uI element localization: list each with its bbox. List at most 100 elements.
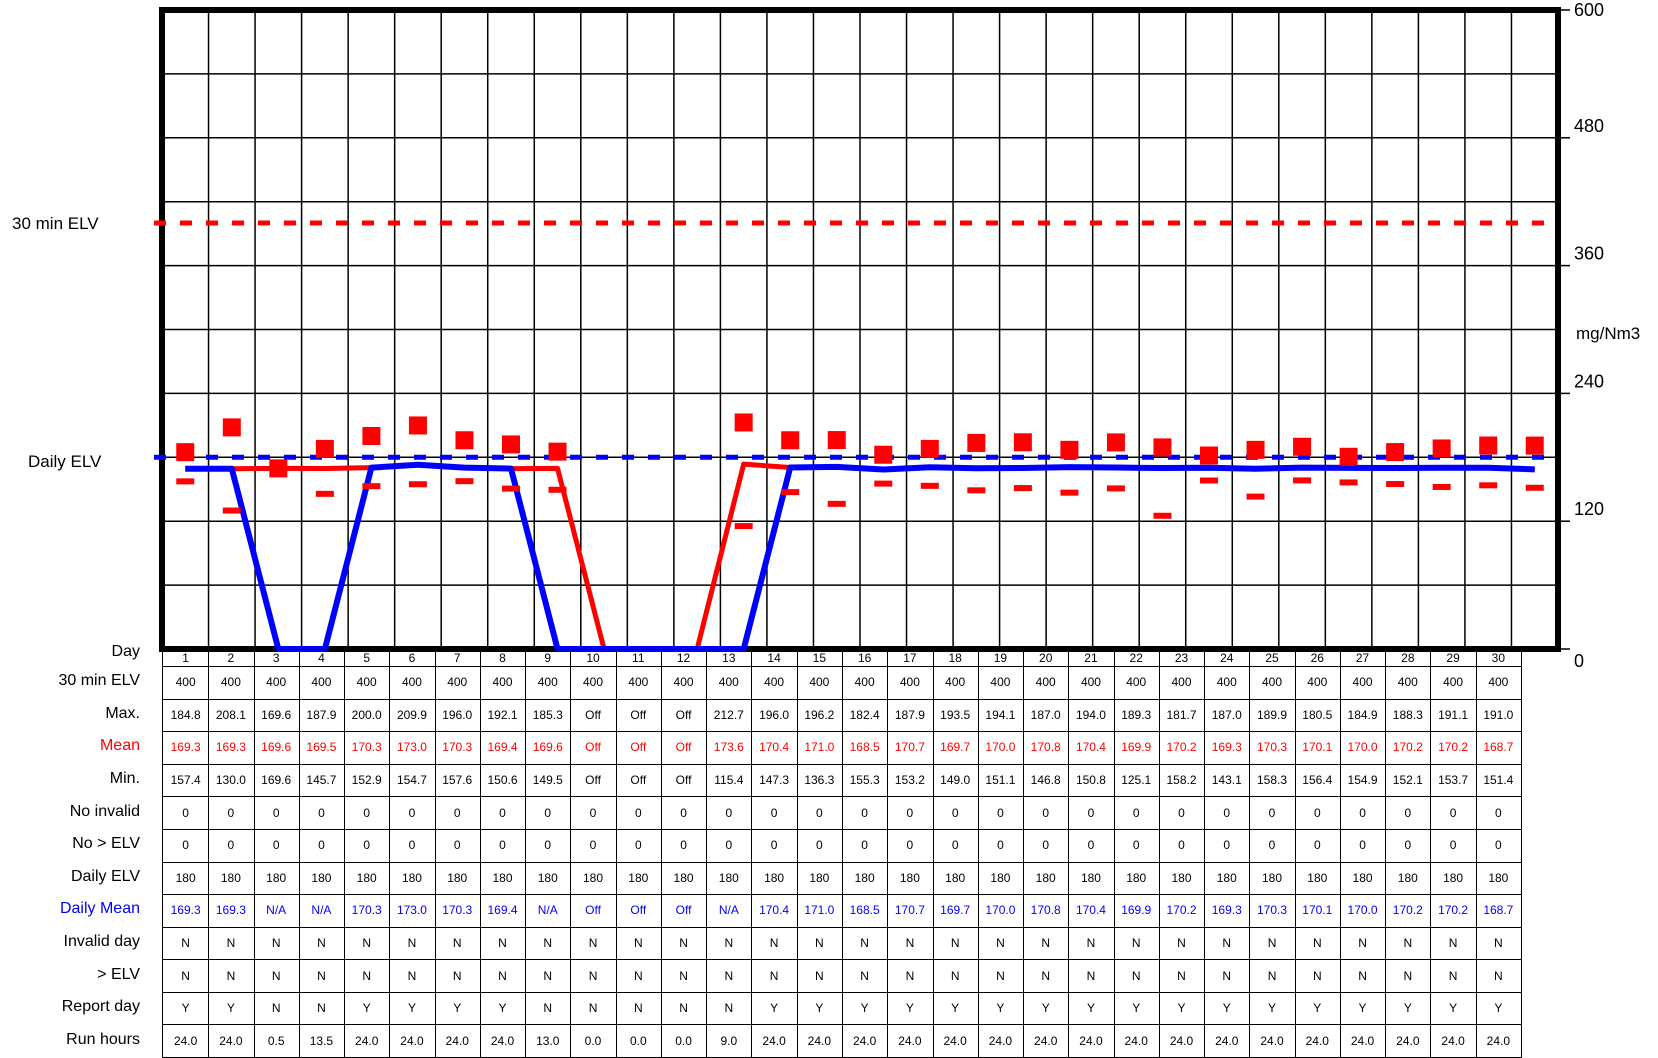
table-cell: 24.0 — [852, 1033, 877, 1048]
table-cell: 168.5 — [849, 740, 880, 755]
table-cell: 400 — [628, 675, 649, 690]
y-tick-label: 240 — [1574, 371, 1604, 391]
table-cell: 180 — [447, 870, 468, 885]
table-column-divider — [479, 650, 481, 1057]
table-cell: Y — [1449, 1001, 1458, 1016]
table-cell: 400 — [809, 675, 830, 690]
table-cell: 0 — [318, 805, 325, 820]
table-cell: 400 — [1307, 675, 1328, 690]
table-cell: 170.8 — [1030, 903, 1061, 918]
table-column-divider — [615, 650, 617, 1057]
table-cell: Y — [1358, 1001, 1367, 1016]
table-cell: N — [588, 968, 598, 983]
table-column-divider — [660, 650, 662, 1057]
day-number-cell: 14 — [767, 651, 781, 665]
table-cell: N — [633, 1001, 643, 1016]
min-marker — [920, 482, 939, 489]
table-cell: 0.0 — [629, 1033, 647, 1048]
table-cell: N — [1358, 968, 1367, 983]
table-cell: N/A — [718, 903, 739, 918]
table-cell: 168.7 — [1483, 740, 1514, 755]
table-cell: N — [724, 1001, 734, 1016]
table-cell: 0 — [499, 838, 506, 853]
table-cell: 180 — [220, 870, 241, 885]
table-cell: N — [226, 968, 236, 983]
table-cell: 24.0 — [445, 1033, 469, 1048]
table-cell: 169.6 — [261, 773, 292, 788]
table-cell: 400 — [990, 675, 1011, 690]
min-marker — [269, 465, 288, 472]
table-cell: N — [1131, 968, 1141, 983]
table-cell: 180 — [1126, 870, 1147, 885]
table-cell: 180 — [1035, 870, 1056, 885]
table-cell: 400 — [583, 675, 604, 690]
table-cell: N — [860, 935, 869, 950]
table-cell: N — [271, 935, 281, 950]
table-cell: 180 — [583, 870, 604, 885]
table-cell: 150.6 — [487, 773, 518, 788]
table-cell: 0 — [453, 838, 461, 853]
table-cell: Y — [951, 1001, 960, 1016]
table-cell: 170.1 — [1302, 903, 1333, 918]
table-cell: 212.7 — [713, 707, 744, 722]
table-cell: 0.0 — [675, 1033, 692, 1048]
table-cell: 173.0 — [396, 740, 427, 755]
table-cell: 24.0 — [762, 1033, 786, 1048]
min-marker — [1479, 482, 1498, 489]
table-cell: N — [452, 935, 462, 950]
table-cell: Y — [1268, 1001, 1277, 1016]
day-number-cell: 3 — [272, 651, 280, 665]
table-cell: 145.7 — [306, 773, 337, 788]
table-row-label: Day — [111, 643, 140, 660]
table-cell: 0 — [499, 805, 506, 820]
table-cell: 208.1 — [215, 707, 246, 722]
table-row-label: 30 min ELV — [58, 672, 140, 690]
day-number-cell: 23 — [1174, 651, 1189, 665]
table-cell: N/A — [266, 903, 287, 918]
table-cell: 400 — [266, 675, 287, 690]
table-cell: 192.1 — [487, 707, 518, 722]
table-cell: N — [498, 968, 507, 983]
table-column-divider — [298, 650, 300, 1057]
table-cell: 0 — [272, 838, 280, 853]
min-marker — [222, 507, 241, 514]
table-cell: 400 — [1216, 675, 1237, 690]
table-cell: 0 — [1359, 838, 1366, 853]
min-marker — [176, 478, 195, 485]
table-cell: Y — [1222, 1001, 1231, 1016]
table-cell: 196.0 — [759, 707, 790, 722]
table-cell: N — [769, 968, 779, 983]
min-marker — [1200, 477, 1218, 484]
table-cell: N — [1267, 968, 1277, 983]
table-cell: 0 — [1313, 838, 1321, 853]
table-cell: 189.3 — [1121, 707, 1152, 722]
min-marker — [362, 483, 381, 490]
data-table: 1 2 3 4 5 6 7 8 9 10 11 12 13 14 15 16 17 18 19 20 21 22 23 24 2… — [162, 649, 1522, 1058]
day-number-cell: 8 — [499, 651, 506, 665]
y-tick-label: 0 — [1574, 651, 1584, 671]
table-column-divider — [1068, 650, 1070, 1057]
table-cell: Y — [181, 1001, 190, 1016]
table-cell: N — [1267, 935, 1277, 950]
table-cell: 180 — [1397, 870, 1418, 885]
table-cell: 180 — [945, 870, 966, 885]
table-cell: Y — [407, 1001, 416, 1016]
table-cell: 24.0 — [173, 1033, 198, 1048]
table-cell: N — [1131, 935, 1141, 950]
y-tick-label: 600 — [1574, 0, 1604, 20]
table-cell: 24.0 — [1350, 1033, 1375, 1048]
table-cell: 24.0 — [1079, 1033, 1103, 1048]
table-cell: 180 — [537, 870, 558, 885]
table-cell: 170.0 — [1347, 740, 1378, 755]
table-cell: 169.4 — [487, 740, 518, 755]
table-cell: 153.7 — [1438, 773, 1469, 788]
table-cell: N — [1177, 935, 1186, 950]
table-cell: Off — [630, 740, 647, 755]
table-cell: 400 — [1443, 675, 1464, 690]
max-marker — [1200, 446, 1218, 465]
max-marker — [222, 418, 241, 437]
day-number-cell: 29 — [1446, 651, 1460, 665]
table-cell: 0 — [680, 838, 687, 853]
table-cell: Off — [675, 740, 692, 755]
